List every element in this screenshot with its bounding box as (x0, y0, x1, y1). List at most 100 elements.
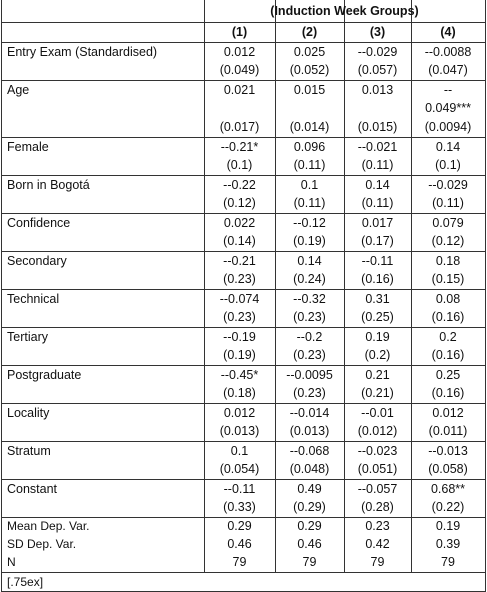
stat-value: 79 (441, 555, 455, 569)
coefficient: 0.2 (439, 330, 457, 344)
column-header: (2) (301, 25, 318, 39)
coefficient: 0.25 (435, 368, 461, 382)
coefficient: --0.11 (223, 482, 256, 496)
coefficient: 0.013 (361, 83, 394, 97)
stat-value: 0.29 (297, 519, 322, 533)
column-rule (204, 0, 205, 573)
coefficient: 0.079 (432, 216, 464, 230)
column-header: (3) (369, 25, 386, 39)
table-rule (1, 517, 485, 518)
table-rule (1, 22, 485, 23)
table-rule (1, 403, 485, 404)
coefficient: --0.029 (357, 45, 398, 59)
stat-value: 0.19 (435, 519, 461, 533)
coefficient: --0.074 (219, 292, 260, 306)
coefficient: 0.1 (230, 444, 249, 458)
stat-value: 79 (232, 555, 247, 569)
stat-value: 0.42 (365, 537, 390, 551)
coefficient: --0.0095 (286, 368, 333, 382)
column-rule (1, 0, 2, 592)
stat-value: 0.29 (227, 519, 252, 533)
stat-label: Mean Dep. Var. (7, 519, 90, 533)
table-rule (1, 213, 485, 214)
coefficient: 0.025 (293, 45, 326, 59)
standard-error: (0.12) (223, 196, 256, 210)
table-rule (1, 365, 485, 366)
coefficient-cont: 0.049*** (425, 101, 471, 115)
standard-error: (0.015) (357, 120, 398, 134)
standard-error: (0.1) (226, 158, 253, 172)
coefficient: 0.49 (297, 482, 322, 496)
coefficient: 0.08 (435, 292, 461, 306)
column-rule (411, 0, 412, 573)
coefficient: 0.21 (365, 368, 390, 382)
table-footnote: [.75ex] (7, 575, 44, 589)
row-label: Age (7, 83, 30, 97)
table-rule (1, 175, 485, 176)
standard-error: (0.14) (223, 234, 256, 248)
row-label: Born in Bogotá (7, 178, 90, 192)
coefficient: --0.023 (357, 444, 398, 458)
table-rule (1, 441, 485, 442)
group-header: (Induction Week Groups) (270, 4, 419, 18)
column-header: (4) (440, 25, 456, 39)
standard-error: (0.0094) (424, 120, 472, 134)
coefficient: 0.19 (365, 330, 390, 344)
coefficient: 0.68** (430, 482, 466, 496)
standard-error: (0.049) (219, 63, 260, 77)
stat-value: 79 (302, 555, 317, 569)
table-rule (1, 572, 485, 573)
row-label: Female (7, 140, 49, 154)
standard-error: (0.24) (293, 272, 326, 286)
coefficient: 0.022 (223, 216, 256, 230)
standard-error: (0.052) (289, 63, 330, 77)
standard-error: (0.058) (428, 462, 468, 476)
row-label: Constant (7, 482, 58, 496)
coefficient: 0.012 (432, 406, 464, 420)
coefficient: 0.31 (365, 292, 390, 306)
coefficient: --0.21 (223, 254, 256, 268)
standard-error: (0.15) (431, 272, 465, 286)
standard-error: (0.16) (431, 310, 465, 324)
coefficient: --0.21* (220, 140, 259, 154)
column-rule (485, 0, 486, 592)
standard-error: (0.2) (364, 348, 391, 362)
standard-error: (0.19) (293, 234, 326, 248)
stat-label: SD Dep. Var. (7, 537, 77, 551)
coefficient: --0.19 (223, 330, 256, 344)
coefficient: 0.012 (223, 406, 256, 420)
standard-error: (0.051) (357, 462, 398, 476)
stat-value: 79 (370, 555, 385, 569)
stat-value: 0.39 (435, 537, 461, 551)
coefficient: 0.015 (293, 83, 326, 97)
standard-error: (0.23) (223, 310, 256, 324)
standard-error: (0.017) (219, 120, 260, 134)
standard-error: (0.28) (361, 500, 394, 514)
standard-error: (0.012) (357, 424, 398, 438)
standard-error: (0.048) (289, 462, 330, 476)
standard-error: (0.21) (361, 386, 394, 400)
coefficient: --0.2 (296, 330, 323, 344)
stat-value: 0.23 (365, 519, 390, 533)
coefficient: --0.014 (289, 406, 330, 420)
standard-error: (0.11) (361, 158, 394, 172)
standard-error: (0.19) (223, 348, 256, 362)
row-label: Entry Exam (Standardised) (7, 45, 158, 59)
column-header: (1) (231, 25, 248, 39)
row-label: Technical (7, 292, 60, 306)
column-rule (275, 0, 276, 573)
coefficient: 0.012 (223, 45, 256, 59)
coefficient: --0.013 (428, 444, 468, 458)
standard-error: (0.013) (219, 424, 260, 438)
standard-error: (0.23) (223, 272, 256, 286)
row-label: Secondary (7, 254, 67, 268)
standard-error: (0.17) (361, 234, 394, 248)
standard-error: (0.047) (428, 63, 468, 77)
coefficient: --0.22 (223, 178, 256, 192)
standard-error: (0.18) (223, 386, 256, 400)
table-rule (1, 327, 485, 328)
standard-error: (0.011) (428, 424, 468, 438)
stat-value: 0.46 (297, 537, 322, 551)
table-rule (1, 289, 485, 290)
standard-error: (0.1) (435, 158, 461, 172)
